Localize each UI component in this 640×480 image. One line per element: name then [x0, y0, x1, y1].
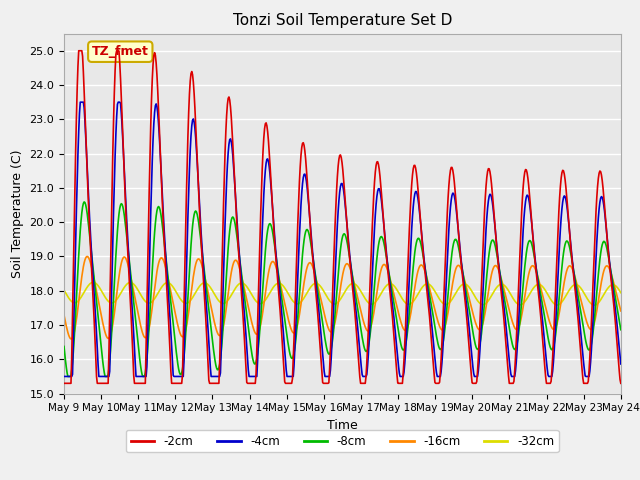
-2cm: [75, 48, 83, 54]
-8cm: [412, 244, 419, 250]
-16cm: [129, 285, 137, 290]
-8cm: [80, 199, 88, 205]
-4cm: [428, 315, 435, 321]
-8cm: [60, 344, 68, 349]
-2cm: [214, 381, 222, 386]
Title: Tonzi Soil Temperature Set D: Tonzi Soil Temperature Set D: [233, 13, 452, 28]
-32cm: [128, 280, 136, 286]
-4cm: [128, 305, 136, 311]
-4cm: [214, 373, 222, 379]
Line: -32cm: -32cm: [64, 282, 621, 305]
-4cm: [70, 308, 78, 313]
Legend: -2cm, -4cm, -8cm, -16cm, -32cm: -2cm, -4cm, -8cm, -16cm, -32cm: [126, 430, 559, 453]
-2cm: [60, 381, 68, 386]
-32cm: [428, 283, 435, 289]
Text: TZ_fmet: TZ_fmet: [92, 45, 148, 58]
-4cm: [76, 99, 84, 105]
-16cm: [60, 312, 68, 318]
-2cm: [428, 333, 435, 338]
Y-axis label: Soil Temperature (C): Soil Temperature (C): [11, 149, 24, 278]
-32cm: [214, 297, 222, 303]
-2cm: [70, 228, 78, 234]
Line: -16cm: -16cm: [64, 256, 621, 339]
-8cm: [428, 305, 436, 311]
-16cm: [71, 326, 79, 332]
-32cm: [185, 300, 193, 305]
-4cm: [185, 188, 193, 194]
-16cm: [617, 308, 625, 314]
-16cm: [67, 336, 75, 342]
-32cm: [60, 287, 68, 293]
-16cm: [83, 253, 91, 259]
-8cm: [64, 373, 72, 379]
-2cm: [617, 381, 625, 386]
-8cm: [617, 327, 625, 333]
-2cm: [128, 336, 136, 341]
-32cm: [70, 300, 78, 306]
-4cm: [60, 373, 68, 379]
-8cm: [129, 292, 137, 298]
-32cm: [411, 297, 419, 302]
Line: -8cm: -8cm: [64, 202, 621, 376]
-16cm: [215, 332, 223, 338]
-32cm: [591, 302, 598, 308]
-8cm: [186, 267, 193, 273]
X-axis label: Time: Time: [327, 419, 358, 432]
-8cm: [215, 365, 223, 371]
-32cm: [617, 290, 625, 296]
Line: -2cm: -2cm: [64, 51, 621, 384]
-16cm: [428, 295, 436, 300]
-4cm: [411, 191, 419, 197]
Line: -4cm: -4cm: [64, 102, 621, 376]
-4cm: [617, 361, 625, 367]
-32cm: [90, 279, 97, 285]
-16cm: [186, 303, 193, 309]
-8cm: [71, 325, 79, 331]
-2cm: [411, 162, 419, 168]
-16cm: [412, 280, 419, 286]
-2cm: [185, 109, 193, 115]
